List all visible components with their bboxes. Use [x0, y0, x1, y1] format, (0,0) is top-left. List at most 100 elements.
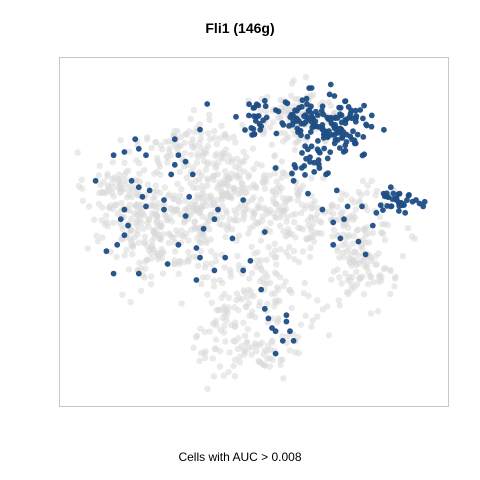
highlighted-point	[342, 147, 349, 154]
background-point	[300, 290, 307, 297]
background-point	[238, 296, 246, 303]
background-point	[261, 185, 269, 192]
background-point	[187, 115, 194, 123]
background-point	[127, 298, 134, 306]
highlighted-point	[298, 132, 304, 139]
background-point	[285, 133, 292, 141]
background-point	[365, 280, 372, 288]
highlighted-point	[121, 232, 128, 239]
background-point	[266, 124, 274, 131]
background-point	[250, 165, 257, 173]
background-point	[305, 292, 312, 300]
background-point	[236, 166, 243, 173]
highlighted-point	[193, 245, 200, 251]
highlighted-point	[296, 104, 302, 111]
background-point	[244, 326, 252, 333]
highlighted-point	[307, 154, 313, 161]
background-point	[245, 174, 252, 181]
background-point	[110, 219, 117, 227]
background-point	[147, 281, 155, 288]
highlighted-point	[373, 209, 380, 216]
highlighted-point	[273, 130, 280, 137]
highlighted-point	[380, 207, 386, 214]
background-point	[220, 372, 228, 379]
background-point	[144, 134, 151, 141]
highlighted-point	[413, 197, 419, 203]
background-point	[188, 211, 195, 218]
background-point	[265, 209, 273, 216]
background-point	[314, 313, 321, 320]
background-point	[222, 146, 230, 153]
highlighted-point	[402, 209, 409, 216]
highlighted-point	[135, 184, 142, 191]
highlighted-point	[262, 103, 269, 110]
background-point	[276, 188, 283, 195]
background-point	[306, 253, 314, 261]
background-point	[204, 142, 212, 150]
background-point	[268, 339, 276, 346]
background-point	[268, 141, 275, 148]
background-point	[281, 200, 289, 207]
background-point	[181, 219, 188, 226]
background-point	[125, 192, 133, 199]
background-point	[243, 338, 251, 345]
highlighted-point	[189, 171, 196, 178]
background-point	[253, 347, 260, 355]
highlighted-point	[305, 108, 312, 114]
background-point	[196, 238, 203, 245]
highlighted-point	[350, 128, 356, 135]
highlighted-point	[334, 137, 341, 143]
highlighted-point	[359, 203, 365, 210]
background-point	[238, 180, 245, 187]
highlighted-point	[395, 191, 402, 198]
background-point	[221, 264, 228, 271]
background-point	[254, 249, 261, 256]
background-point	[273, 261, 280, 268]
background-point	[213, 257, 220, 265]
background-point	[331, 109, 339, 117]
background-point	[330, 210, 337, 217]
background-point	[250, 292, 257, 300]
background-point	[116, 185, 124, 193]
background-point	[294, 191, 302, 198]
background-point	[271, 297, 278, 305]
background-point	[151, 193, 158, 201]
highlighted-point	[182, 213, 189, 219]
highlighted-point	[240, 197, 247, 203]
background-point	[208, 299, 215, 306]
background-point	[369, 229, 376, 237]
background-point	[235, 191, 242, 198]
background-point	[246, 225, 254, 232]
background-point	[261, 362, 268, 369]
background-point	[228, 195, 235, 202]
background-point	[408, 233, 416, 240]
background-point	[152, 203, 159, 210]
highlighted-point	[330, 241, 337, 248]
background-point	[234, 252, 241, 260]
background-point	[97, 181, 104, 188]
background-point	[284, 213, 291, 220]
background-point	[288, 304, 295, 312]
background-point	[309, 317, 316, 324]
background-point	[361, 263, 368, 270]
highlighted-point	[311, 169, 318, 175]
background-point	[106, 204, 113, 212]
background-point	[222, 313, 230, 320]
highlighted-point	[110, 152, 117, 159]
highlighted-point	[343, 131, 350, 138]
background-point	[118, 199, 125, 207]
background-point	[289, 211, 296, 218]
background-point	[210, 173, 217, 180]
background-point	[339, 208, 346, 215]
background-point	[183, 174, 190, 182]
background-point	[270, 189, 277, 196]
background-point	[197, 248, 204, 255]
background-point	[325, 332, 333, 339]
highlighted-point	[337, 125, 344, 132]
highlighted-point	[260, 117, 267, 124]
highlighted-point	[121, 206, 128, 213]
background-point	[228, 158, 235, 166]
background-point	[345, 215, 353, 223]
background-point	[123, 246, 130, 253]
background-point	[129, 242, 136, 249]
